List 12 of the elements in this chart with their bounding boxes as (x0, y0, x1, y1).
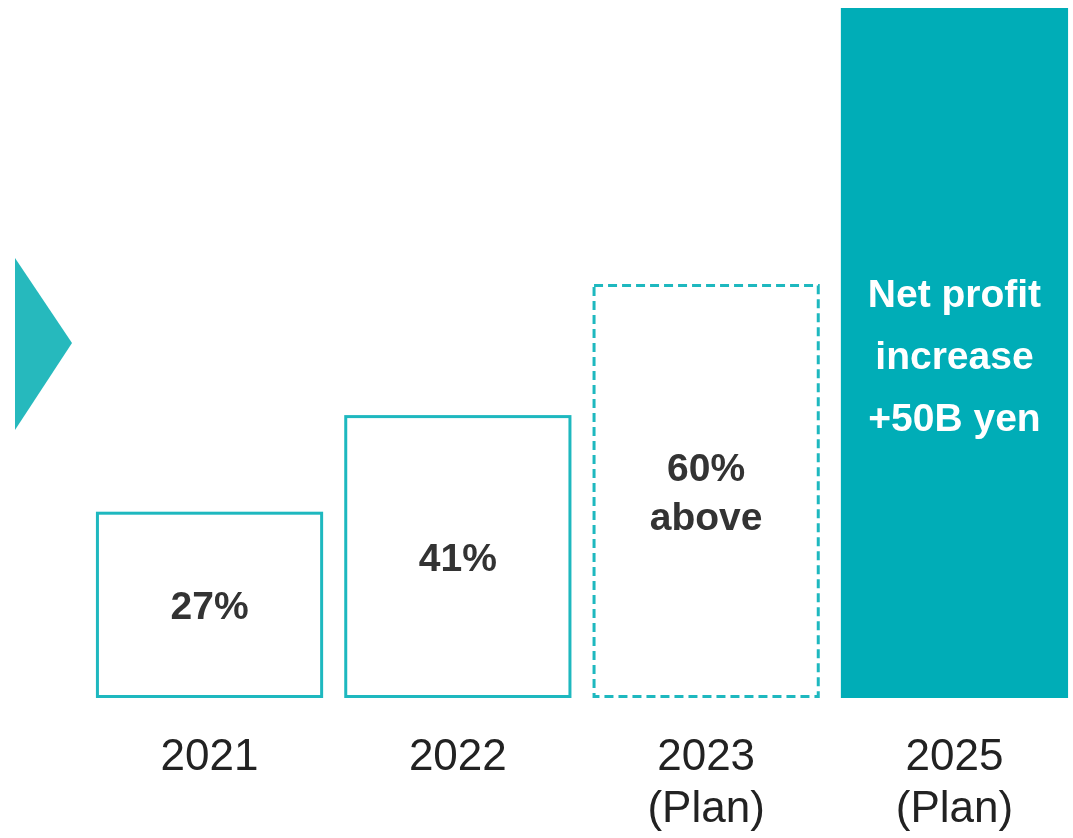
data-label: 27% (170, 583, 249, 627)
data-label: 60% above (649, 445, 763, 537)
data-label: 41% (418, 535, 497, 579)
bar (95, 511, 324, 698)
x-tick-label: 2022 (408, 730, 507, 779)
x-tick-label: 2021 (160, 730, 259, 779)
x-tick-label: 2023 (Plan) (647, 730, 765, 831)
annotation: Net profit increase +50B yen (867, 271, 1042, 439)
bar (840, 8, 1069, 698)
bar (592, 284, 820, 698)
x-tick-label: 2025 (Plan) (895, 730, 1014, 831)
bar (344, 415, 572, 698)
